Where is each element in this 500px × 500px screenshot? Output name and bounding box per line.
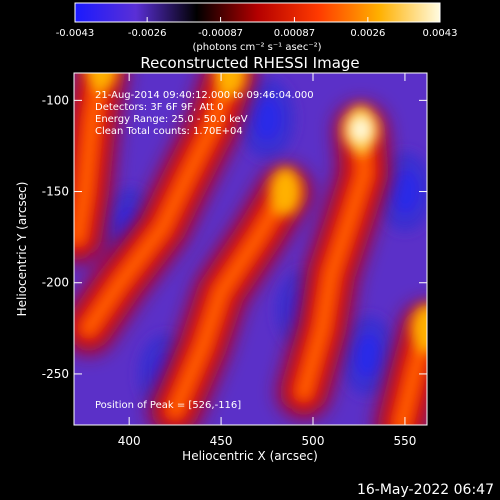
ridge-hotspot [411,304,427,353]
chart-title: Reconstructed RHESSI Image [140,54,359,72]
y-tick-label: -200 [42,276,69,290]
x-tick-label: 550 [393,434,416,448]
dark-lobe-core [390,169,419,214]
colorbar: -0.0043 -0.0026 -0.00087 0.00087 0.0026 0.004… [56,2,458,53]
bright-ridge-cores [74,73,427,425]
footer-timestamp: 16-May-2022 06:47 [356,482,494,498]
colorbar-tick-label: -0.0026 [128,28,167,39]
colorbar-unit-label: (photons cm⁻² s⁻¹ asec⁻²) [192,42,321,53]
x-tick-label: 500 [302,434,325,448]
ridge-core [74,73,110,247]
x-tick-label: 450 [210,434,233,448]
annotation-line: Clean Total counts: 1.70E+04 [95,126,243,137]
x-axis: 400 450 500 550 [118,73,416,448]
colorbar-tick-label: 0.0043 [423,28,458,39]
x-axis-label: Heliocentric X (arcsec) [182,449,318,463]
ridge-core [294,120,374,402]
y-tick-label: -150 [42,185,69,199]
peak-core [351,118,370,141]
ridge-hotspot [214,73,247,97]
peak-position-label: Position of Peak = [526,-116] [95,400,241,411]
plot-area [74,73,427,425]
annotation-line: 21-Aug-2014 09:40:12.000 to 09:46:04.000 [95,90,314,101]
colorbar-tick-label: -0.00087 [198,28,243,39]
x-tick-label: 400 [118,434,141,448]
annotation-line: Energy Range: 25.0 - 50.0 keV [95,114,248,125]
dark-lobe-core [253,96,282,141]
y-tick-label: -250 [42,367,69,381]
colorbar-ticks: -0.0043 -0.0026 -0.00087 0.00087 0.0026 0.004… [56,17,458,39]
colorbar-tick-label: 0.00087 [274,28,315,39]
observation-annotations: 21-Aug-2014 09:40:12.000 to 09:46:04.000… [95,90,314,137]
y-axis: -100 -150 -200 -250 [42,93,427,381]
plot-frame [73,72,428,426]
ridge-hotspot [86,73,118,92]
ridge-hotspot [269,167,302,216]
y-tick-label: -100 [42,93,69,107]
ridge-core [79,73,240,338]
colorbar-strip [74,2,441,23]
dark-lobe-core [354,333,383,378]
ridge-core [166,182,295,420]
annotation-line: Detectors: 3F 6F 9F, Att 0 [95,102,223,113]
y-axis-label: Heliocentric Y (arcsec) [15,182,29,317]
colorbar-tick-label: 0.0026 [350,28,385,39]
colorbar-tick-label: -0.0043 [56,28,95,39]
